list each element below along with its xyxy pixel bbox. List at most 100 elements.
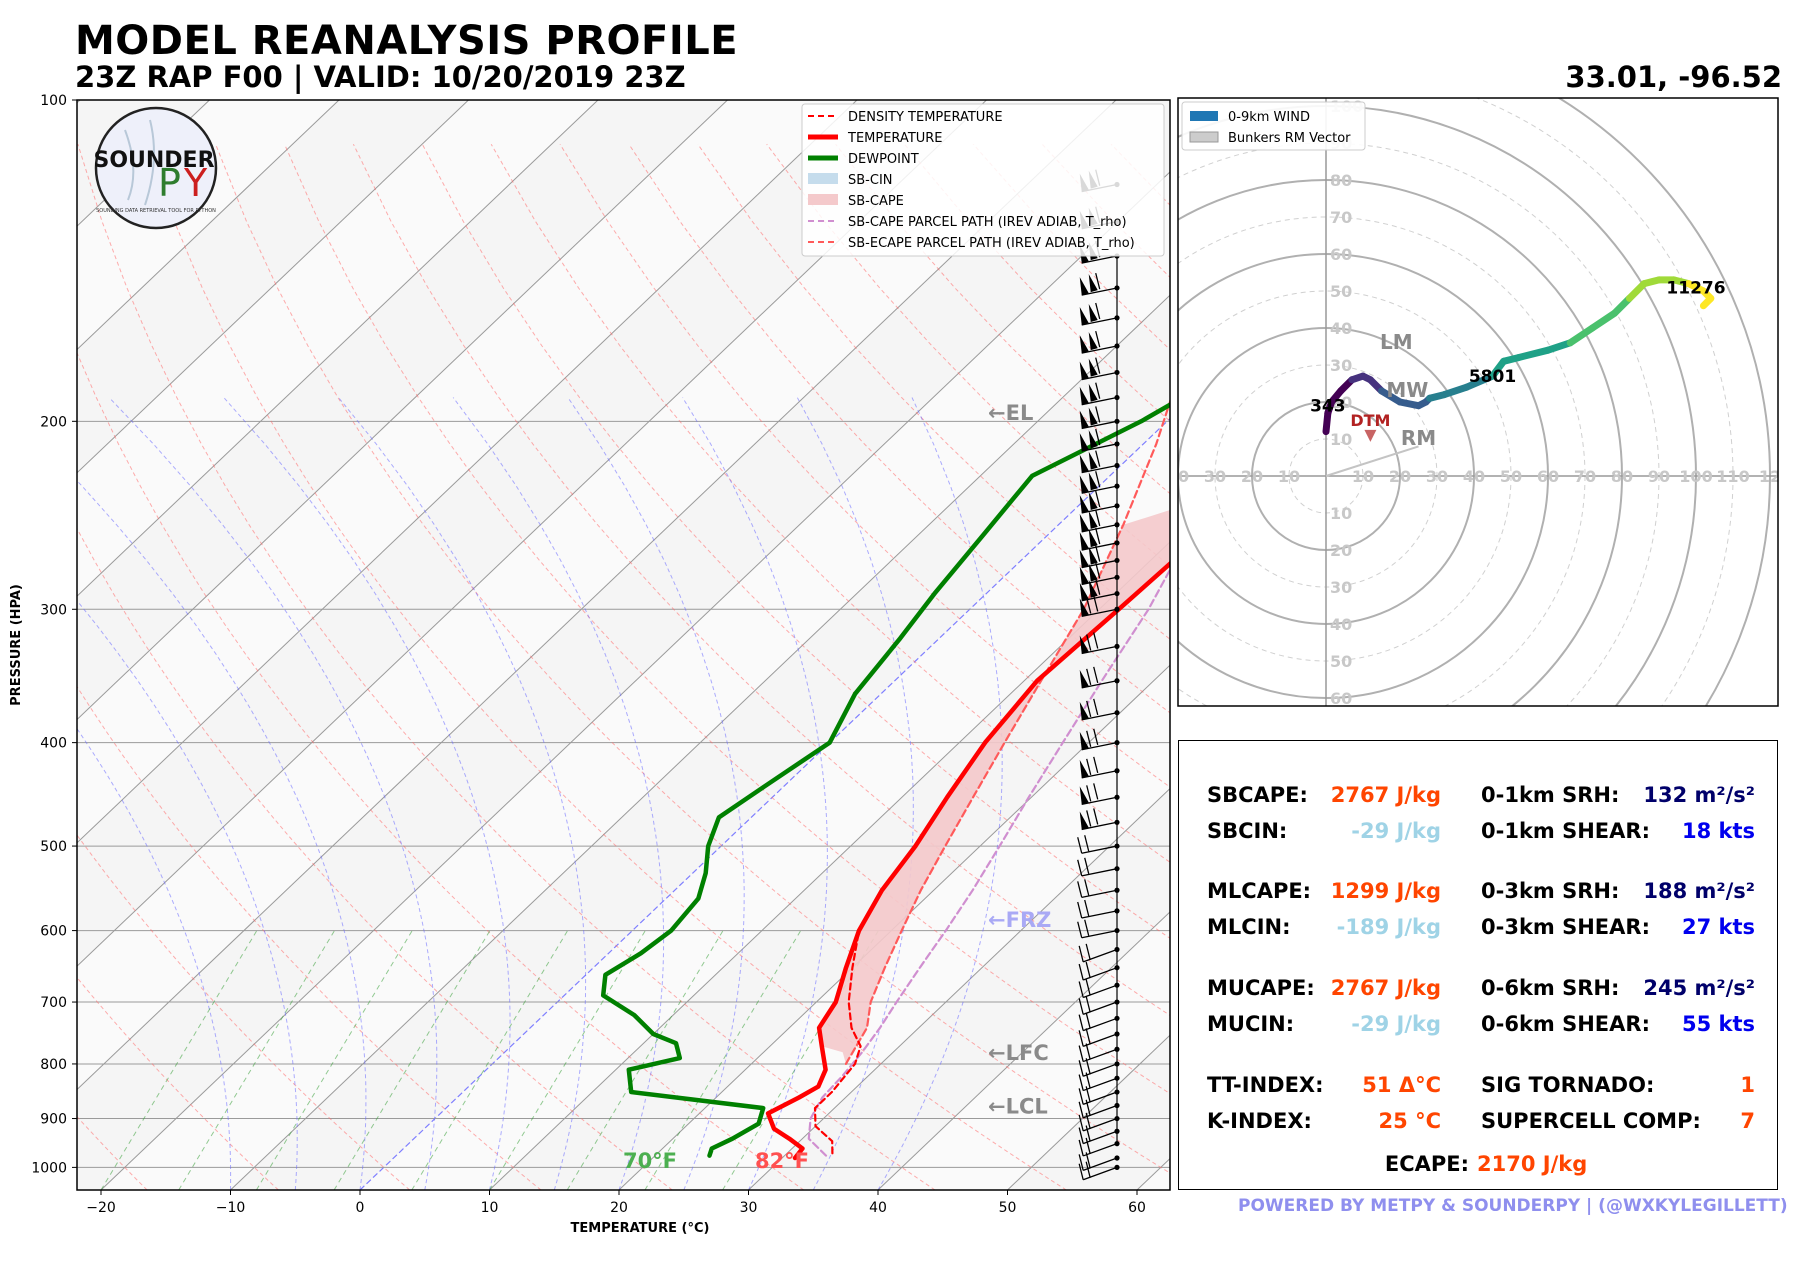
hodo-y-label: 50 (1330, 282, 1352, 301)
hodo-height-label: 343 (1310, 397, 1346, 417)
barb-feather (1095, 490, 1101, 508)
barb-shaft (1081, 287, 1118, 296)
y-tick-label: 100 (40, 93, 67, 109)
barb-feather (1085, 1112, 1091, 1130)
wind-barb (1078, 1058, 1120, 1077)
barb-shaft (1081, 485, 1118, 494)
barb-shaft (1082, 1117, 1118, 1132)
hodo-y-label: 40 (1330, 319, 1352, 338)
moist-adiabat (77, 480, 367, 1190)
mlcin-label: MLCIN: (1207, 915, 1291, 939)
moist-adiabat (682, 397, 828, 1190)
isotherm (77, 100, 469, 474)
barb-feather (1078, 1014, 1084, 1031)
barb-flag (1088, 358, 1098, 377)
barb-flag (1079, 635, 1089, 654)
barb-flag (1088, 529, 1098, 548)
barb-feather (1095, 357, 1101, 374)
legend-label: DEWPOINT (848, 152, 919, 167)
mixing-ratio-line (178, 930, 335, 1190)
x-tick-label: 10 (481, 1200, 499, 1216)
series-density-temperature (813, 929, 862, 1155)
mucape-value: 2767 J/kg (1330, 976, 1441, 1000)
mlcape-value: 1299 J/kg (1330, 879, 1441, 903)
barb-feather (1078, 1074, 1084, 1091)
barb-shaft (1081, 524, 1118, 533)
barb-flag (1079, 731, 1089, 750)
barb-shaft (1081, 796, 1118, 806)
barb-shaft (1082, 1001, 1118, 1015)
barb-shaft (1082, 1048, 1118, 1063)
dtm-marker (1364, 429, 1377, 442)
k-index-value: 25 °C (1378, 1109, 1441, 1133)
storm-motion-label: DTM (1350, 411, 1390, 430)
hodo-x-label: 40 (1167, 467, 1189, 486)
barb-feather (1085, 1058, 1091, 1075)
legend-label: SB-CAPE PARCEL PATH (IREV ADIAB, T_rho) (848, 215, 1127, 230)
hodo-y-label: 20 (1330, 541, 1352, 560)
hodo-x-label: 80 (1611, 467, 1633, 486)
barb-shaft (1082, 1077, 1118, 1092)
storm-motion-label: RM (1401, 426, 1436, 450)
barb-flag (1079, 566, 1089, 585)
barb-flag (1079, 410, 1089, 429)
moist-adiabat (108, 397, 438, 1190)
hodo-x-label: 30 (1204, 467, 1226, 486)
barb-feather (1086, 758, 1092, 776)
wind-barb (1078, 1112, 1120, 1132)
hodograph-background (1178, 98, 1778, 706)
x-tick-label: 0 (356, 1200, 365, 1216)
skewt-legend: DENSITY TEMPERATURE TEMPERATURE DEWPOINT SB… (801, 103, 1165, 257)
level-label: ←LFC (988, 1041, 1049, 1065)
srh-03-value: 188 m²/s² (1643, 879, 1755, 903)
hodo-y-label: 60 (1330, 689, 1352, 708)
wind-barb (1078, 961, 1120, 981)
barb-shaft (1081, 741, 1118, 751)
hodo-x-label: 100 (1679, 467, 1712, 486)
shear-03-label: 0-3km SHEAR: (1481, 915, 1650, 939)
hodo-y-label: 50 (1330, 652, 1352, 671)
logo-text: SOUNDER (93, 148, 214, 173)
sbcin-value: -29 J/kg (1351, 819, 1441, 843)
legend-swatch (808, 194, 838, 205)
barb-feather (1095, 545, 1101, 562)
barb-feather (1095, 509, 1101, 527)
hodo-x-label: 10 (1278, 467, 1300, 486)
barb-feather (1095, 272, 1101, 290)
barb-feather (1095, 450, 1101, 467)
k-index-label: K-INDEX: (1207, 1109, 1312, 1133)
hodo-trace-segment (1544, 339, 1574, 354)
barb-feather (1093, 666, 1099, 684)
barb-feather (1093, 783, 1099, 800)
barb-feather (1085, 1043, 1091, 1060)
cape-fill-layer (819, 510, 1170, 1064)
barb-feather (1078, 981, 1084, 998)
isotherm-band (77, 100, 1170, 1190)
shear-01-label: 0-1km SHEAR: (1481, 819, 1650, 843)
barb-shaft (1081, 680, 1118, 689)
barb-flag (1079, 598, 1089, 617)
hodo-y-label: 40 (1330, 615, 1352, 634)
barb-shaft (1081, 770, 1118, 779)
barb-shaft (1082, 1166, 1118, 1181)
y-tick-label: 1000 (31, 1160, 67, 1176)
mixing-ratio-line (489, 930, 646, 1190)
barb-flag (1079, 361, 1089, 380)
barb-flag (1079, 335, 1089, 354)
y-tick-label: 500 (40, 839, 67, 855)
wind-barb (1079, 756, 1120, 779)
legend-label: DENSITY TEMPERATURE (848, 110, 1003, 125)
barb-feather (1085, 996, 1091, 1013)
hodo-legend-rm: Bunkers RM Vector (1228, 131, 1351, 146)
srh-01-value: 132 m²/s² (1643, 783, 1755, 807)
hodo-trace-segment (1588, 309, 1619, 332)
srh-06-value: 245 m²/s² (1643, 976, 1755, 1000)
wind-barbs (1077, 169, 1120, 1181)
barb-feather (1093, 728, 1099, 745)
hodo-trace-segment (1378, 387, 1404, 406)
barb-feather (1078, 963, 1084, 981)
legend-label: SB-CIN (848, 173, 893, 188)
y-tick-label: 900 (40, 1112, 67, 1128)
barb-feather (1086, 634, 1092, 651)
barb-feather (1095, 406, 1101, 423)
